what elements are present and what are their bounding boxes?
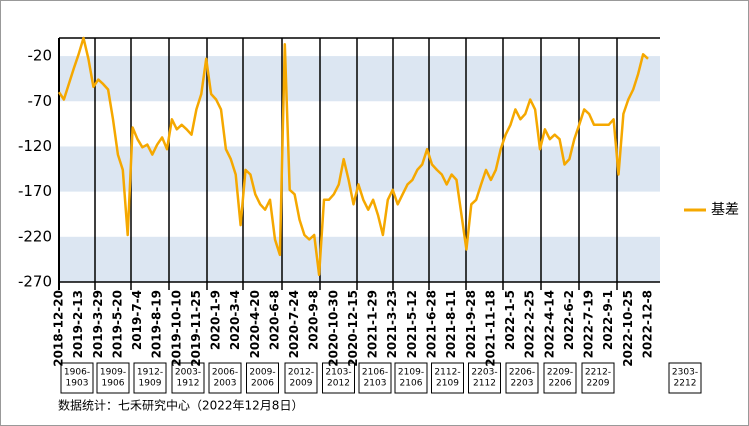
x-tick-label: 2019-11-25 bbox=[189, 290, 203, 367]
contract-box bbox=[284, 362, 318, 394]
x-tick-label: 2020-4-20 bbox=[248, 290, 262, 358]
contract-label: 1909 bbox=[139, 379, 162, 389]
x-tick-label: 2022-9-1 bbox=[601, 290, 615, 350]
x-tick-label: 2020-10-30 bbox=[326, 290, 340, 367]
contract-label: 2212- bbox=[585, 368, 611, 378]
x-tick-label: 2022-1-5 bbox=[503, 290, 517, 350]
x-tick-label: 2021-1-29 bbox=[366, 290, 380, 358]
x-tick-label: 2022-12-8 bbox=[640, 290, 654, 358]
contract-box bbox=[246, 362, 279, 394]
x-tick-label: 2021-11-18 bbox=[483, 290, 497, 367]
contract-box bbox=[505, 362, 539, 394]
contract-box bbox=[208, 362, 242, 394]
x-tick-label: 2019-2-13 bbox=[71, 290, 85, 358]
contract-label: 1909- bbox=[100, 368, 126, 378]
contract-box bbox=[322, 362, 355, 394]
x-tick-label: 2018-12-20 bbox=[52, 290, 66, 367]
contract-box bbox=[171, 362, 205, 394]
contract-box bbox=[543, 362, 577, 394]
x-tick-label: 2020-6-8 bbox=[267, 290, 281, 350]
contract-label: 2103- bbox=[325, 368, 351, 378]
contract-label: 2112- bbox=[434, 368, 460, 378]
x-tick-label: 2021-3-23 bbox=[385, 290, 399, 358]
contract-label: 2103 bbox=[364, 379, 387, 389]
x-tick-label: 2020-3-4 bbox=[228, 290, 242, 350]
x-tick-label: 2019-10-10 bbox=[169, 290, 183, 367]
contract-label: 2206- bbox=[509, 368, 535, 378]
contract-box bbox=[60, 362, 94, 394]
x-tick-label: 2019-3-29 bbox=[91, 290, 105, 358]
contract-label: 1912- bbox=[137, 368, 163, 378]
contract-label: 2012 bbox=[327, 379, 350, 389]
contract-label: 2106 bbox=[400, 379, 423, 389]
contract-label: 1903 bbox=[66, 379, 89, 389]
contract-label: 2203 bbox=[511, 379, 534, 389]
contract-label: 2209 bbox=[587, 379, 610, 389]
x-tick-label: 2022-6-2 bbox=[562, 290, 576, 350]
x-tick-label: 2020-7-24 bbox=[287, 290, 301, 358]
contract-box bbox=[96, 362, 130, 394]
y-tick-label: -170 bbox=[18, 182, 52, 200]
series-line bbox=[57, 36, 649, 277]
x-tick-label: 2019-7-4 bbox=[130, 290, 144, 350]
contract-label: 1906 bbox=[102, 379, 125, 389]
y-tick-label: -270 bbox=[18, 273, 52, 291]
contract-box bbox=[668, 362, 702, 394]
x-tick-label: 2022-2-25 bbox=[523, 290, 537, 358]
y-tick-label: -70 bbox=[28, 92, 53, 110]
y-tick-label: -120 bbox=[18, 137, 52, 155]
x-tick-label: 2019-8-19 bbox=[150, 290, 164, 358]
contract-box bbox=[133, 362, 167, 394]
contract-label: 2203- bbox=[471, 368, 497, 378]
x-tick-label: 2019-5-20 bbox=[110, 290, 124, 358]
legend-label: 基差 bbox=[711, 201, 739, 218]
grid-band bbox=[59, 56, 660, 102]
x-tick-label: 2021-5-12 bbox=[405, 290, 419, 358]
contract-box bbox=[581, 362, 615, 394]
y-tick-label: -20 bbox=[28, 47, 53, 65]
contract-label: 2009- bbox=[249, 368, 275, 378]
contract-box bbox=[431, 362, 464, 394]
contract-label: 2003 bbox=[214, 379, 237, 389]
source-note: 数据统计：七禾研究中心（2022年12月8日） bbox=[58, 398, 303, 413]
contract-label: 1906- bbox=[64, 368, 90, 378]
x-tick-label: 2021-9-28 bbox=[464, 290, 478, 358]
contract-label: 2006 bbox=[251, 379, 274, 389]
contract-label: 2206 bbox=[549, 379, 572, 389]
x-tick-label: 2020-12-15 bbox=[346, 290, 360, 367]
y-tick-label: -220 bbox=[18, 227, 52, 245]
x-tick-label: 2022-10-25 bbox=[621, 290, 635, 367]
contract-label: 2209- bbox=[547, 368, 573, 378]
contract-label: 2009 bbox=[290, 379, 313, 389]
contract-box bbox=[468, 362, 501, 394]
contract-label: 2006- bbox=[212, 368, 238, 378]
x-tick-label: 2020-9-8 bbox=[307, 290, 321, 350]
contract-label: 2012- bbox=[288, 368, 314, 378]
contract-label: 1912 bbox=[177, 379, 200, 389]
contract-label: 2106- bbox=[362, 368, 388, 378]
x-tick-label: 2020-1-9 bbox=[209, 290, 223, 350]
contract-label: 2109- bbox=[398, 368, 424, 378]
contract-label: 2212 bbox=[674, 379, 697, 389]
contract-label: 2303- bbox=[672, 368, 698, 378]
contract-label: 2003- bbox=[175, 368, 201, 378]
grid-band bbox=[59, 236, 660, 282]
contract-label: 2112 bbox=[473, 379, 496, 389]
contract-label: 2109 bbox=[436, 379, 459, 389]
x-tick-label: 2021-8-11 bbox=[444, 290, 458, 358]
x-tick-label: 2022-7-19 bbox=[582, 290, 596, 358]
x-tick-label: 2022-4-14 bbox=[542, 290, 556, 358]
contract-box bbox=[358, 362, 392, 394]
x-tick-label: 2021-6-28 bbox=[425, 290, 439, 358]
contract-box bbox=[394, 362, 428, 394]
